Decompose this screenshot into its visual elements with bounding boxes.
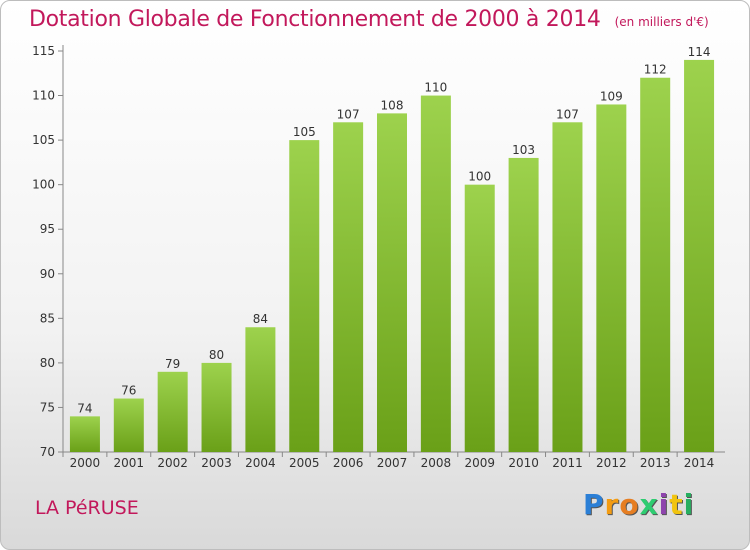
x-tick-label: 2000 xyxy=(70,456,101,470)
bar xyxy=(113,398,144,452)
bar-value-label: 114 xyxy=(688,45,711,59)
bar xyxy=(596,104,627,452)
bar-value-label: 112 xyxy=(644,63,667,77)
x-tick-label: 2003 xyxy=(201,456,232,470)
y-tick-label: 95 xyxy=(40,222,55,236)
bar-value-label: 105 xyxy=(293,125,316,139)
chart-title: Dotation Globale de Fonctionnement de 20… xyxy=(29,7,601,32)
bar xyxy=(69,416,100,452)
x-tick-label: 2009 xyxy=(464,456,495,470)
bar-value-label: 76 xyxy=(121,384,136,398)
x-tick-label: 2007 xyxy=(377,456,408,470)
x-tick-label: 2004 xyxy=(245,456,276,470)
bar-value-label: 107 xyxy=(556,107,579,121)
bar-value-label: 109 xyxy=(600,89,623,103)
bar xyxy=(157,371,188,452)
y-tick-label: 75 xyxy=(40,400,55,414)
bar-value-label: 107 xyxy=(337,107,360,121)
bar-value-label: 84 xyxy=(253,312,268,326)
bar-value-label: 108 xyxy=(381,98,404,112)
bar-value-label: 110 xyxy=(424,81,447,95)
x-tick-label: 2010 xyxy=(508,456,539,470)
commune-name: LA PéRUSE xyxy=(35,497,139,519)
y-tick-label: 115 xyxy=(32,44,55,58)
y-tick-label: 90 xyxy=(40,267,55,281)
bar-value-label: 80 xyxy=(209,348,224,362)
bar xyxy=(420,95,451,453)
bar-value-label: 74 xyxy=(77,401,92,415)
bar xyxy=(508,157,539,452)
x-tick-label: 2002 xyxy=(157,456,188,470)
bar xyxy=(201,362,232,452)
bar-value-label: 100 xyxy=(468,170,491,184)
x-tick-label: 2001 xyxy=(114,456,145,470)
y-tick-label: 70 xyxy=(40,445,55,459)
x-tick-label: 2005 xyxy=(289,456,320,470)
bar xyxy=(552,122,583,453)
bar xyxy=(640,77,671,452)
x-tick-label: 2014 xyxy=(684,456,715,470)
y-tick-label: 100 xyxy=(32,178,55,192)
bar xyxy=(333,122,364,453)
bar xyxy=(684,59,715,453)
x-tick-label: 2008 xyxy=(421,456,452,470)
x-tick-label: 2012 xyxy=(596,456,627,470)
x-tick-label: 2011 xyxy=(552,456,583,470)
bar xyxy=(377,113,407,452)
y-tick-label: 105 xyxy=(32,133,55,147)
x-tick-label: 2013 xyxy=(640,456,671,470)
title-row: Dotation Globale de Fonctionnement de 20… xyxy=(29,7,709,32)
bar-value-label: 79 xyxy=(165,357,180,371)
bar xyxy=(289,140,320,452)
y-tick-label: 85 xyxy=(40,311,55,325)
bar xyxy=(245,327,276,452)
proxiti-logo: Proxiti xyxy=(583,488,695,521)
bar-value-label: 103 xyxy=(512,143,535,157)
y-tick-label: 80 xyxy=(40,356,55,370)
x-tick-label: 2006 xyxy=(333,456,364,470)
chart-subtitle: (en milliers d'€) xyxy=(614,15,709,29)
bar xyxy=(464,184,495,452)
y-tick-label: 110 xyxy=(32,89,55,103)
